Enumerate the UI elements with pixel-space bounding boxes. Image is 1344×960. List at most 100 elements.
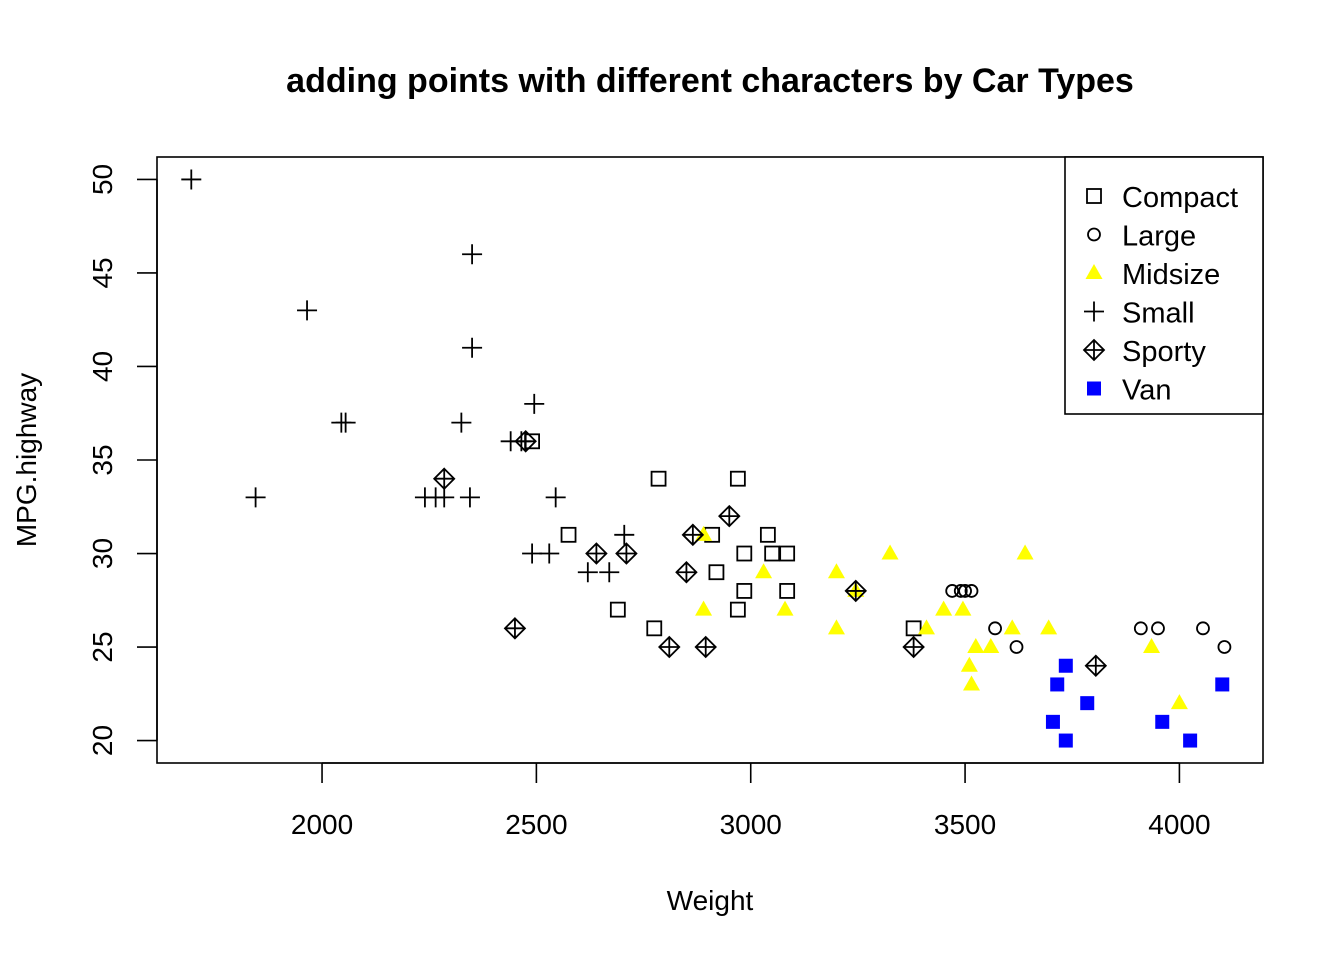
- point-midsize: [827, 619, 845, 635]
- y-tick-label: 35: [87, 444, 118, 475]
- point-small: [181, 169, 202, 190]
- series-large: [945, 584, 1232, 654]
- point-sporty: [681, 523, 705, 547]
- point-midsize: [917, 619, 935, 635]
- point-small: [577, 562, 598, 583]
- y-tick-label: 30: [87, 538, 118, 569]
- legend-marker-midsize: [1085, 264, 1103, 279]
- point-sporty: [902, 635, 925, 659]
- point-midsize: [967, 638, 985, 654]
- y-tick-label: 50: [87, 164, 118, 195]
- point-compact: [560, 526, 577, 543]
- legend-marker-van: [1087, 381, 1101, 396]
- y-tick-label: 45: [87, 257, 118, 288]
- point-midsize: [982, 638, 1000, 654]
- legend-label: Sporty: [1122, 336, 1206, 368]
- legend-label: Van: [1122, 375, 1171, 407]
- x-tick-label: 2500: [505, 809, 567, 840]
- point-small: [459, 487, 480, 508]
- point-sporty: [432, 467, 456, 490]
- point-midsize: [881, 544, 899, 560]
- point-van: [1215, 677, 1230, 692]
- point-compact: [736, 545, 753, 562]
- point-midsize: [954, 600, 972, 616]
- point-small: [434, 487, 455, 508]
- point-sporty: [514, 430, 537, 453]
- point-midsize: [695, 600, 713, 616]
- point-compact: [609, 601, 626, 618]
- legend-item-van: Van: [1087, 375, 1171, 407]
- legend-item-sporty: Sporty: [1082, 336, 1206, 368]
- legend-item-compact: Compact: [1086, 182, 1238, 214]
- point-small: [451, 412, 472, 433]
- point-small: [599, 562, 620, 583]
- point-large: [1133, 621, 1148, 636]
- legend-marker-large: [1087, 227, 1101, 242]
- point-compact: [905, 620, 922, 637]
- point-midsize: [695, 525, 713, 541]
- y-axis: 20 25 30 35 40 45 50: [87, 164, 158, 756]
- point-small: [462, 244, 483, 265]
- point-midsize: [1040, 619, 1058, 635]
- point-midsize: [755, 563, 773, 579]
- point-van: [1058, 658, 1073, 673]
- point-large: [1196, 621, 1210, 636]
- point-compact: [729, 470, 746, 487]
- point-sporty: [718, 504, 741, 528]
- point-large: [964, 584, 979, 598]
- point-large: [988, 621, 1002, 636]
- point-sporty: [675, 560, 698, 584]
- legend-item-midsize: Midsize: [1085, 259, 1220, 291]
- y-tick-label: 25: [87, 631, 118, 662]
- point-compact: [736, 583, 753, 599]
- point-compact: [708, 564, 725, 581]
- point-sporty: [658, 635, 681, 659]
- legend-marker-sporty: [1082, 338, 1106, 362]
- point-midsize: [935, 600, 953, 616]
- series-midsize: [695, 525, 1188, 710]
- point-midsize: [1143, 638, 1161, 654]
- chart-title: adding points with different characters …: [286, 62, 1134, 100]
- legend-label: Large: [1122, 221, 1196, 253]
- point-van: [1050, 677, 1065, 692]
- point-compact: [779, 583, 796, 599]
- point-van: [1183, 733, 1198, 748]
- legend-box: [1064, 156, 1264, 415]
- point-compact: [729, 601, 746, 618]
- legend-item-large: Large: [1087, 221, 1196, 253]
- point-sporty: [503, 617, 527, 640]
- point-midsize: [1170, 694, 1188, 710]
- x-tick-label: 2000: [291, 809, 353, 840]
- point-compact: [646, 620, 663, 637]
- point-compact: [759, 526, 776, 543]
- point-compact: [779, 545, 796, 562]
- legend-item-small: Small: [1084, 298, 1195, 330]
- point-small: [539, 543, 560, 564]
- point-midsize: [776, 600, 794, 616]
- legend-label: Compact: [1122, 182, 1238, 214]
- point-small: [524, 393, 545, 414]
- point-van: [1155, 714, 1170, 729]
- point-midsize: [960, 656, 978, 672]
- x-tick-label: 3500: [934, 809, 996, 840]
- point-large: [1009, 640, 1024, 654]
- point-small: [545, 487, 566, 508]
- y-tick-label: 40: [87, 351, 118, 382]
- point-large: [1151, 621, 1165, 636]
- legend-marker-compact: [1086, 188, 1102, 204]
- point-compact: [764, 545, 781, 562]
- legend-label: Midsize: [1122, 259, 1220, 291]
- point-small: [614, 524, 635, 545]
- series-van: [1045, 658, 1230, 748]
- point-small: [297, 300, 318, 321]
- point-large: [953, 584, 968, 598]
- y-tick-label: 20: [87, 725, 118, 756]
- point-midsize: [1016, 544, 1034, 560]
- series-sporty: [432, 430, 1108, 678]
- point-large: [958, 584, 972, 598]
- point-sporty: [615, 542, 638, 565]
- x-tick-label: 3000: [720, 809, 782, 840]
- point-midsize: [962, 675, 980, 691]
- point-small: [462, 337, 483, 358]
